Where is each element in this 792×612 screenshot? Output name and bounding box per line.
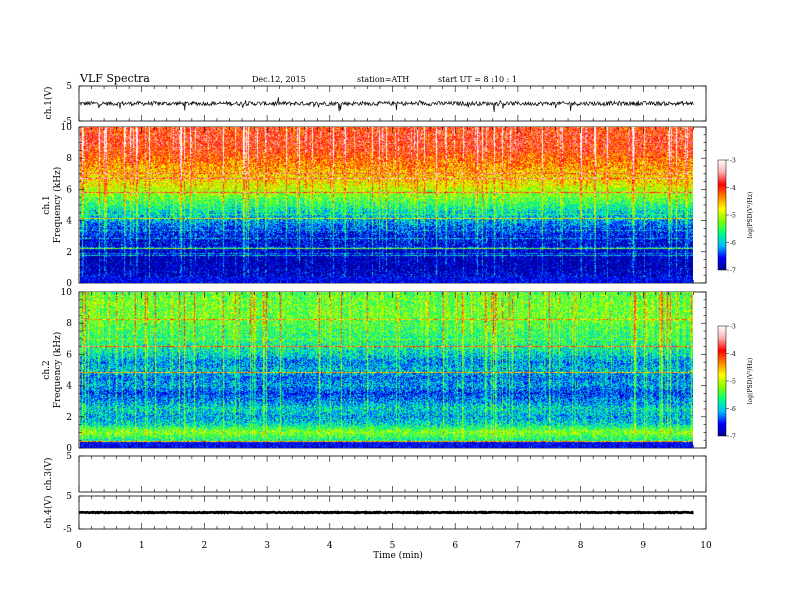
y-tick-label: 4 — [66, 217, 72, 227]
colorbar-tick-label: -3 — [730, 324, 736, 331]
colorbar-tick-label: -5 — [730, 379, 736, 386]
y-tick-label: 10 — [61, 123, 73, 133]
x-tick-label: 6 — [452, 541, 458, 551]
station-label: station=ATH — [357, 75, 409, 84]
x-tick-label: 2 — [202, 541, 208, 551]
colorbar-tick-label: -6 — [730, 240, 736, 247]
ch1-waveform — [78, 97, 694, 113]
y-tick-label: 4 — [66, 382, 72, 392]
y-tick-label: 0 — [66, 279, 72, 289]
x-tick-label: 5 — [390, 541, 396, 551]
x-tick-label: 7 — [515, 541, 521, 551]
y-tick-label: -5 — [63, 117, 72, 127]
ch1-spec-ylabel: Frequency (kHz) — [52, 167, 63, 244]
colorbar-tick-label: -4 — [730, 185, 736, 192]
x-tick-label: 1 — [139, 541, 145, 551]
y-tick-label: 5 — [66, 492, 72, 502]
y-tick-label: 8 — [66, 319, 72, 329]
x-tick-label: 9 — [640, 541, 646, 551]
ch2-spec-ylabel: Frequency (kHz) — [52, 332, 63, 409]
colorbar-label: log(PSD(V²/Hz) — [747, 192, 754, 239]
ch4-waveform — [78, 510, 694, 515]
colorbar-tick-label: -7 — [730, 434, 736, 441]
colorbar-tick-label: -4 — [730, 351, 736, 358]
y-tick-label: 2 — [66, 413, 72, 423]
y-tick-label: 10 — [61, 288, 73, 298]
ch1-colorbar — [717, 159, 727, 271]
colorbar-tick-label: -3 — [730, 158, 736, 165]
y-tick-label: 6 — [66, 185, 72, 195]
colorbar-label: log(PSD(V²/Hz) — [747, 358, 754, 405]
y-tick-label: 8 — [66, 154, 72, 164]
y-tick-label: 5 — [66, 452, 72, 462]
ch4-ylabel: ch.4(V) — [43, 496, 54, 529]
colorbar-tick-label: -5 — [730, 213, 736, 220]
date-label: Dec.12, 2015 — [252, 75, 306, 84]
colorbar-tick-label: -7 — [730, 268, 736, 275]
figure-title: VLF Spectra — [79, 72, 150, 85]
x-tick-label: 0 — [76, 541, 82, 551]
y-tick-label: 2 — [66, 248, 72, 258]
ch1-spec-channel-label: ch.1 — [42, 195, 52, 214]
x-tick-label: 4 — [327, 541, 333, 551]
y-tick-label: 6 — [66, 350, 72, 360]
colorbar-tick-label: -6 — [730, 406, 736, 413]
x-tick-label: 8 — [578, 541, 584, 551]
y-tick-label: 5 — [66, 82, 72, 92]
y-tick-label: 0 — [66, 444, 72, 454]
start-ut-label: start UT = 8 :10 : 1 — [438, 75, 517, 84]
x-axis-label: Time (min) — [373, 550, 423, 561]
x-tick-label: 3 — [264, 541, 270, 551]
ch1-spectrogram — [80, 127, 693, 283]
ch3-ylabel: ch.3(V) — [43, 458, 54, 491]
ch2-spec-channel-label: ch.2 — [42, 360, 52, 379]
x-tick-label: 10 — [700, 541, 712, 551]
y-tick-label: -5 — [63, 525, 72, 535]
ch2-colorbar — [717, 325, 727, 437]
ch1-ylabel: ch.1(V) — [43, 87, 54, 120]
ch2-spectrogram — [80, 292, 693, 448]
